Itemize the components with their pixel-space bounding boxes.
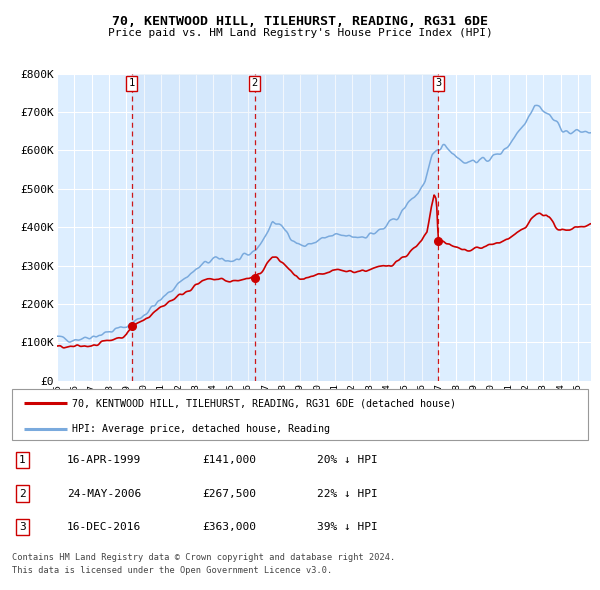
Text: £267,500: £267,500 xyxy=(202,489,256,499)
Text: 3: 3 xyxy=(19,522,26,532)
Text: 1: 1 xyxy=(128,78,134,88)
Text: 16-APR-1999: 16-APR-1999 xyxy=(67,455,141,465)
Text: £141,000: £141,000 xyxy=(202,455,256,465)
Text: 70, KENTWOOD HILL, TILEHURST, READING, RG31 6DE (detached house): 70, KENTWOOD HILL, TILEHURST, READING, R… xyxy=(73,398,457,408)
Text: This data is licensed under the Open Government Licence v3.0.: This data is licensed under the Open Gov… xyxy=(12,566,332,575)
Text: 39% ↓ HPI: 39% ↓ HPI xyxy=(317,522,378,532)
Text: 2: 2 xyxy=(19,489,26,499)
Text: 70, KENTWOOD HILL, TILEHURST, READING, RG31 6DE: 70, KENTWOOD HILL, TILEHURST, READING, R… xyxy=(112,15,488,28)
FancyBboxPatch shape xyxy=(12,389,588,440)
Text: £363,000: £363,000 xyxy=(202,522,256,532)
Text: 24-MAY-2006: 24-MAY-2006 xyxy=(67,489,141,499)
Text: 16-DEC-2016: 16-DEC-2016 xyxy=(67,522,141,532)
Text: 22% ↓ HPI: 22% ↓ HPI xyxy=(317,489,378,499)
Bar xyxy=(131,74,439,381)
Text: Price paid vs. HM Land Registry's House Price Index (HPI): Price paid vs. HM Land Registry's House … xyxy=(107,28,493,38)
Text: Contains HM Land Registry data © Crown copyright and database right 2024.: Contains HM Land Registry data © Crown c… xyxy=(12,553,395,562)
Text: 3: 3 xyxy=(435,78,442,88)
Text: 1: 1 xyxy=(19,455,26,465)
Text: 2: 2 xyxy=(251,78,258,88)
Text: 20% ↓ HPI: 20% ↓ HPI xyxy=(317,455,378,465)
Text: HPI: Average price, detached house, Reading: HPI: Average price, detached house, Read… xyxy=(73,424,331,434)
